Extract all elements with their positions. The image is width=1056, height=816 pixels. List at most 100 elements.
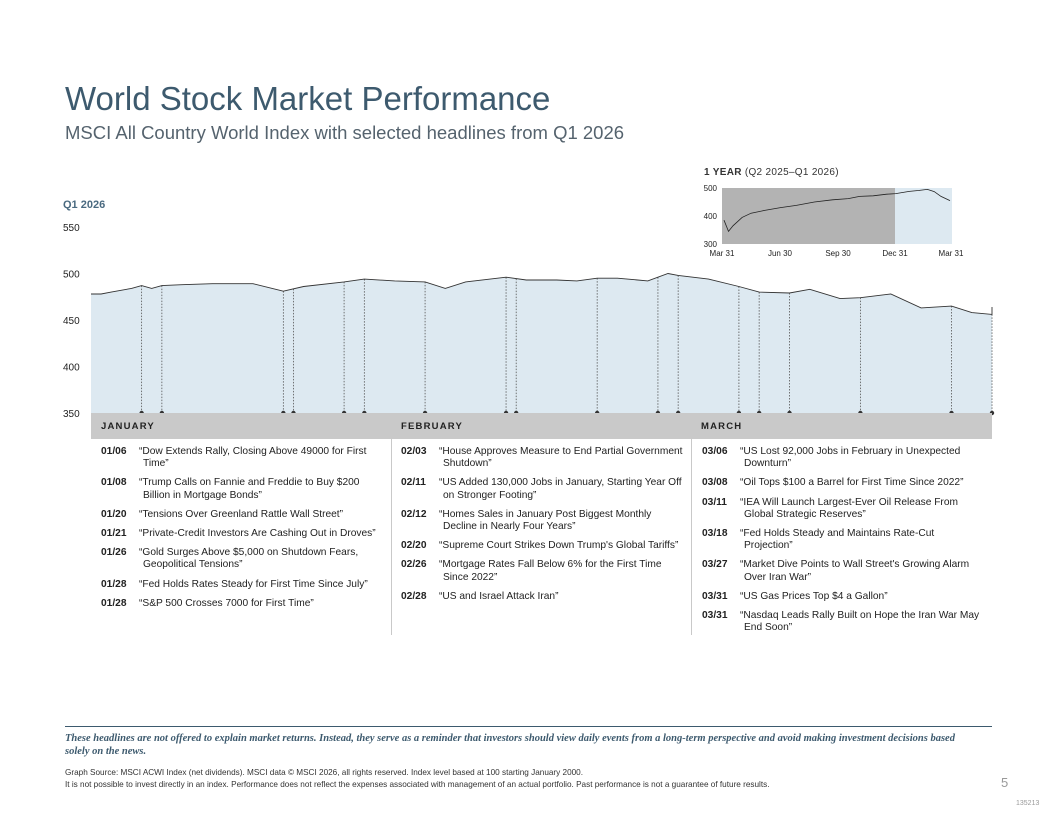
headline-text: “IEA Will Launch Largest-Ever Oil Releas…	[740, 496, 958, 520]
headlines-february: 02/03 “House Approves Measure to End Part…	[401, 446, 685, 610]
headline-date: 02/20	[401, 540, 427, 552]
headline-text: “Gold Surges Above $5,000 on Shutdown Fe…	[139, 547, 359, 571]
headline-entry: 01/26 “Gold Surges Above $5,000 on Shutdo…	[101, 547, 383, 571]
headline-text: “US Added 130,000 Jobs in January, Start…	[439, 477, 682, 501]
column-divider	[391, 439, 392, 635]
footer-source: Graph Source: MSCI ACWI Index (net divid…	[65, 767, 965, 790]
inset-title-bold: 1 YEAR	[704, 167, 742, 178]
month-label-january: JANUARY	[101, 421, 155, 432]
headline-entry: 03/11 “IEA Will Launch Largest-Ever Oil R…	[702, 497, 984, 521]
headline-text: “US and Israel Attack Iran”	[439, 590, 559, 602]
headline-entry: 02/12 “Homes Sales in January Post Bigges…	[401, 509, 685, 533]
headline-text: “Mortgage Rates Fall Below 6% for the Fi…	[439, 559, 662, 583]
headline-entry: 02/11 “US Added 130,000 Jobs in January, …	[401, 477, 685, 501]
headline-date: 03/11	[702, 496, 727, 508]
inset-y-tick-label: 400	[704, 212, 718, 221]
headline-entry: 02/03 “House Approves Measure to End Part…	[401, 446, 685, 470]
inset-x-tick-label: Mar 31	[710, 249, 735, 258]
headline-text: “S&P 500 Crosses 7000 for First Time”	[139, 597, 314, 609]
footer-disclaimer: These headlines are not offered to expla…	[65, 733, 955, 757]
headline-entry: 03/18 “Fed Holds Steady and Maintains Rat…	[702, 528, 984, 552]
month-label-february: FEBRUARY	[401, 421, 464, 432]
page-title: World Stock Market Performance	[65, 80, 551, 117]
headline-entry: 01/28 “S&P 500 Crosses 7000 for First Tim…	[101, 598, 383, 610]
inset-chart: 300 400 500 Mar 31 Jun 30 Sep 30 Dec 31 Mar 31	[704, 184, 964, 258]
headline-date: 02/26	[401, 559, 427, 571]
inset-highlight-region	[895, 188, 952, 244]
headline-entry: 02/26 “Mortgage Rates Fall Below 6% for t…	[401, 559, 685, 583]
headline-text: “Private-Credit Investors Are Cashing Ou…	[139, 528, 376, 540]
headlines-march: 03/06 “US Lost 92,000 Jobs in February in…	[702, 446, 984, 641]
headline-text: “House Approves Measure to End Partial G…	[439, 446, 683, 470]
headline-entry: 03/31 “Nasdaq Leads Rally Built on Hope t…	[702, 610, 984, 634]
headline-entry: 01/20 “Tensions Over Greenland Rattle Wal…	[101, 509, 383, 521]
inset-x-tick-label: Mar 31	[939, 249, 964, 258]
headline-date: 01/26	[101, 547, 127, 559]
headline-entry: 03/31 “US Gas Prices Top $4 a Gallon”	[702, 591, 984, 603]
source-line-1: Graph Source: MSCI ACWI Index (net divid…	[65, 768, 584, 777]
headline-text: “Homes Sales in January Post Biggest Mon…	[439, 508, 652, 533]
headline-entry: 03/08 “Oil Tops $100 a Barrel for First T…	[702, 477, 984, 489]
headline-text: “US Lost 92,000 Jobs in February in Unex…	[740, 446, 961, 470]
headline-date: 03/08	[702, 477, 728, 489]
headline-entry: 03/27 “Market Dive Points to Wall Street'…	[702, 559, 984, 583]
y-tick-label: 550	[63, 223, 80, 234]
inset-chart-line	[723, 188, 951, 233]
inset-title-rest: (Q2 2025–Q1 2026)	[744, 167, 839, 178]
headline-text: “Supreme Court Strikes Down Trump's Glob…	[439, 540, 679, 552]
column-divider	[691, 439, 692, 635]
inset-x-tick-label: Dec 31	[882, 249, 908, 258]
main-chart-title: Q1 2026	[63, 199, 106, 211]
headline-date: 02/11	[401, 477, 426, 489]
page-subtitle: MSCI All Country World Index with select…	[65, 122, 625, 143]
headline-text: “Oil Tops $100 a Barrel for First Time S…	[740, 477, 964, 489]
headline-date: 01/20	[101, 508, 127, 520]
headline-text: “Nasdaq Leads Rally Built on Hope the Ir…	[740, 610, 980, 634]
headline-date: 03/31	[702, 590, 728, 602]
inset-y-tick-label: 500	[704, 184, 718, 193]
headline-date: 02/12	[401, 508, 427, 520]
month-header-bar: JANUARY FEBRUARY MARCH	[91, 413, 992, 439]
headline-entry: 03/06 “US Lost 92,000 Jobs in February in…	[702, 446, 984, 470]
main-chart-line	[91, 273, 993, 315]
headline-entry: 01/21 “Private-Credit Investors Are Cashi…	[101, 528, 383, 540]
headline-date: 03/06	[702, 446, 728, 457]
inset-x-tick-label: Sep 30	[825, 249, 851, 258]
headline-date: 01/08	[101, 477, 127, 489]
headline-text: “Tensions Over Greenland Rattle Wall Str…	[139, 508, 344, 520]
headline-text: “Dow Extends Rally, Closing Above 49000 …	[139, 446, 367, 470]
main-chart: 350 400 450 500 550	[63, 223, 995, 420]
headline-text: “Fed Holds Rates Steady for First Time S…	[139, 578, 368, 590]
headline-entry: 01/28 “Fed Holds Rates Steady for First T…	[101, 579, 383, 591]
y-tick-label: 350	[63, 409, 80, 420]
main-chart-area	[91, 273, 992, 413]
headline-entry: 01/06 “Dow Extends Rally, Closing Above 4…	[101, 446, 383, 470]
inset-x-tick-label: Jun 30	[768, 249, 793, 258]
headline-entry: 02/28 “US and Israel Attack Iran”	[401, 591, 685, 603]
footer-rule	[65, 726, 992, 727]
headline-date: 01/06	[101, 446, 127, 457]
headline-date: 03/18	[702, 528, 728, 540]
headline-date: 01/28	[101, 578, 127, 590]
headline-text: “Fed Holds Steady and Maintains Rate-Cut…	[740, 528, 935, 552]
y-tick-label: 400	[63, 363, 80, 374]
headline-entry: 02/20 “Supreme Court Strikes Down Trump's…	[401, 540, 685, 552]
y-tick-label: 450	[63, 316, 80, 327]
document-code: 135213	[1016, 800, 1040, 807]
headline-date: 03/27	[702, 559, 728, 571]
inset-chart-title: 1 YEAR (Q2 2025–Q1 2026)	[704, 167, 839, 178]
headline-date: 03/31	[702, 610, 728, 622]
headline-text: “Trump Calls on Fannie and Freddie to Bu…	[139, 477, 360, 501]
headline-text: “US Gas Prices Top $4 a Gallon”	[740, 590, 888, 602]
inset-y-tick-label: 300	[704, 240, 718, 249]
y-tick-label: 500	[63, 270, 80, 281]
headline-date: 01/21	[101, 528, 127, 540]
headline-text: “Market Dive Points to Wall Street's Gro…	[740, 559, 970, 583]
headlines-january: 01/06 “Dow Extends Rally, Closing Above 4…	[101, 446, 383, 617]
headline-date: 02/03	[401, 446, 427, 457]
inset-shaded-region	[722, 188, 895, 244]
headline-date: 02/28	[401, 590, 427, 602]
source-line-2: It is not possible to invest directly in…	[65, 779, 770, 789]
page-number: 5	[1001, 775, 1009, 790]
month-label-march: MARCH	[701, 421, 743, 432]
